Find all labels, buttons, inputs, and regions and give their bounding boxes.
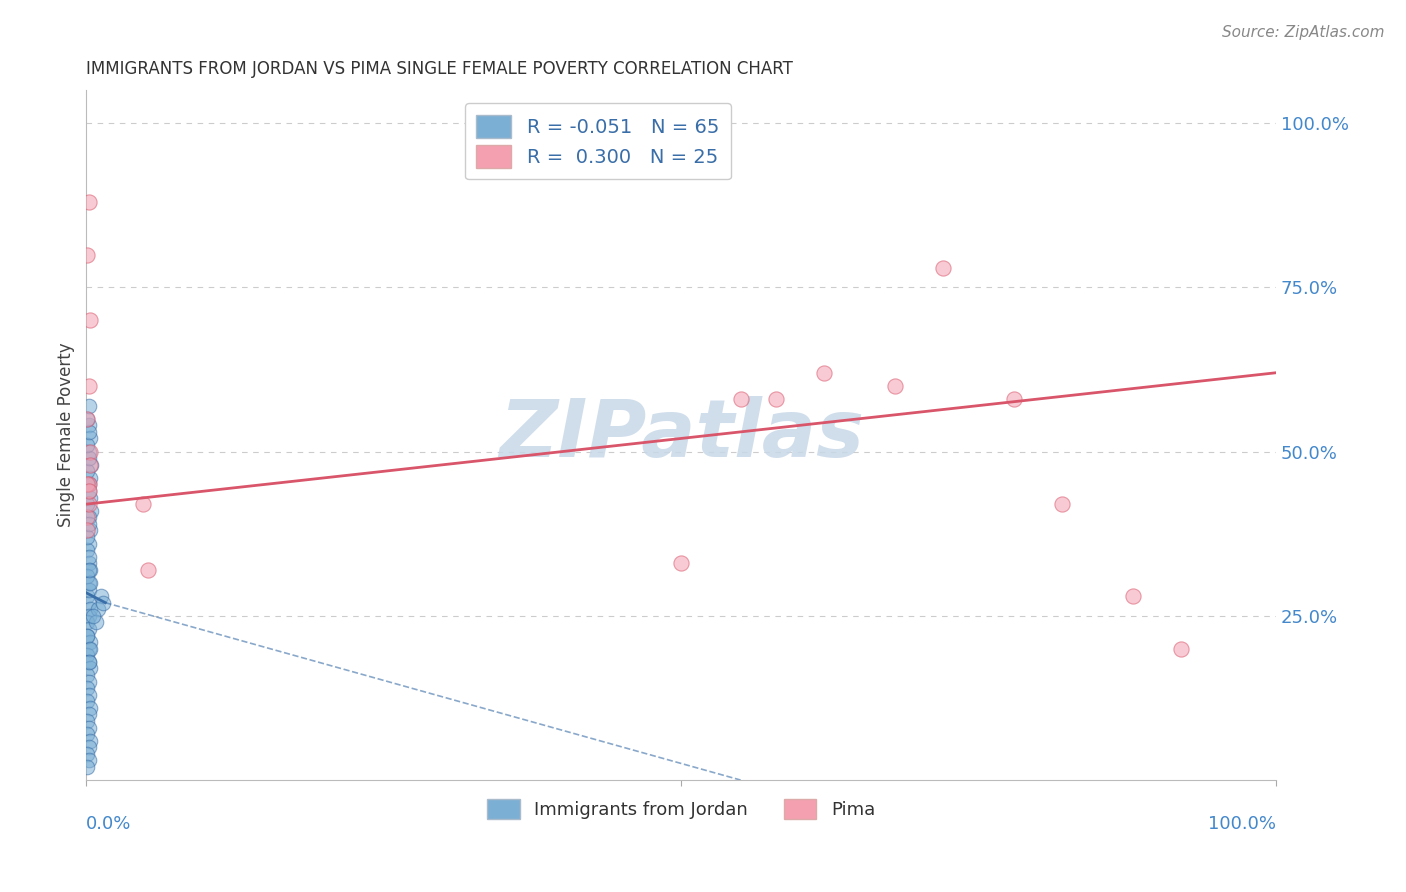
Legend: Immigrants from Jordan, Pima: Immigrants from Jordan, Pima: [479, 792, 883, 826]
Point: [77, 740, 100, 755]
Point: [80, 458, 103, 472]
Point: [77, 418, 100, 433]
Point: [79, 432, 101, 446]
Point: [90, 589, 112, 603]
Point: [730, 392, 752, 406]
Point: [79, 471, 101, 485]
Point: [76, 569, 98, 583]
Text: IMMIGRANTS FROM JORDAN VS PIMA SINGLE FEMALE POVERTY CORRELATION CHART: IMMIGRANTS FROM JORDAN VS PIMA SINGLE FE…: [86, 60, 793, 78]
Point: [91, 596, 114, 610]
Point: [76, 681, 98, 695]
Point: [80, 504, 103, 518]
Text: Source: ZipAtlas.com: Source: ZipAtlas.com: [1222, 25, 1385, 40]
Point: [669, 556, 692, 570]
Point: [79, 444, 101, 458]
Point: [77, 707, 100, 722]
Point: [76, 464, 98, 478]
Point: [87, 602, 110, 616]
Point: [77, 753, 100, 767]
Point: [79, 733, 101, 747]
Point: [932, 260, 955, 275]
Point: [79, 313, 101, 327]
Point: [79, 458, 101, 472]
Point: [76, 668, 98, 682]
Point: [79, 563, 101, 577]
Point: [77, 655, 100, 669]
Point: [76, 628, 98, 642]
Point: [76, 543, 98, 558]
Point: [77, 379, 100, 393]
Point: [77, 444, 100, 458]
Point: [884, 379, 907, 393]
Point: [76, 760, 98, 774]
Point: [76, 438, 98, 452]
Text: 0.0%: 0.0%: [86, 814, 132, 832]
Point: [77, 596, 100, 610]
Point: [77, 641, 100, 656]
Point: [79, 602, 101, 616]
Point: [77, 497, 100, 511]
Point: [79, 491, 101, 505]
Point: [76, 714, 98, 728]
Point: [79, 524, 101, 538]
Point: [76, 530, 98, 544]
Point: [77, 399, 100, 413]
Point: [77, 483, 100, 498]
Point: [136, 563, 159, 577]
Point: [76, 510, 98, 524]
Point: [77, 477, 100, 491]
Point: [77, 536, 100, 550]
Point: [77, 451, 100, 466]
Point: [76, 747, 98, 761]
Point: [77, 608, 100, 623]
Point: [77, 483, 100, 498]
Point: [813, 366, 835, 380]
Point: [76, 411, 98, 425]
Point: [76, 589, 98, 603]
Point: [77, 510, 100, 524]
Point: [77, 549, 100, 564]
Point: [79, 576, 101, 591]
Point: [77, 721, 100, 735]
Point: [76, 411, 98, 425]
Point: [77, 674, 100, 689]
Point: [82, 608, 104, 623]
Point: [1002, 392, 1025, 406]
Point: [1122, 589, 1144, 603]
Point: [76, 694, 98, 708]
Point: [77, 556, 100, 570]
Point: [79, 700, 101, 714]
Point: [77, 194, 100, 209]
Point: [84, 615, 107, 630]
Point: [1050, 497, 1073, 511]
Point: [79, 661, 101, 675]
Point: [77, 425, 100, 439]
Y-axis label: Single Female Poverty: Single Female Poverty: [58, 343, 75, 527]
Point: [132, 497, 155, 511]
Point: [76, 727, 98, 741]
Point: [77, 655, 100, 669]
Point: [77, 688, 100, 702]
Point: [77, 622, 100, 636]
Point: [77, 516, 100, 531]
Point: [76, 247, 98, 261]
Point: [77, 563, 100, 577]
Point: [76, 628, 98, 642]
Point: [76, 477, 98, 491]
Point: [79, 635, 101, 649]
Text: 100.0%: 100.0%: [1208, 814, 1277, 832]
Point: [76, 497, 98, 511]
Point: [77, 477, 100, 491]
Text: ZIPatlas: ZIPatlas: [499, 396, 863, 475]
Point: [79, 641, 101, 656]
Point: [77, 582, 100, 597]
Point: [77, 576, 100, 591]
Point: [76, 524, 98, 538]
Point: [76, 615, 98, 630]
Point: [765, 392, 787, 406]
Point: [1170, 641, 1192, 656]
Point: [76, 648, 98, 663]
